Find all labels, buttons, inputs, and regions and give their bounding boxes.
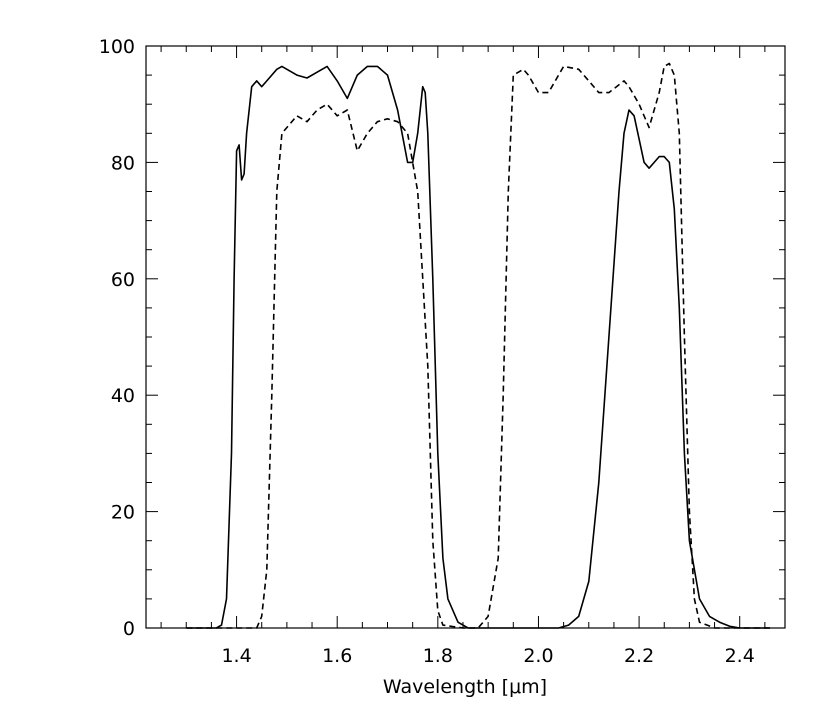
y-tick-label: 40	[111, 385, 135, 407]
x-tick-label: 1.4	[221, 645, 251, 667]
y-tick-label: 20	[111, 502, 135, 524]
x-tick-label: 2.4	[725, 645, 755, 667]
axis-ticks	[146, 45, 785, 629]
series-dashed-line	[186, 62, 770, 629]
x-tick-label: 1.8	[423, 645, 453, 667]
y-tick-label: 60	[111, 269, 135, 291]
x-tick-label: 2.2	[624, 645, 654, 667]
series-solid-line	[186, 65, 770, 629]
series-group	[186, 62, 770, 629]
x-tick-label: 1.6	[322, 645, 352, 667]
y-tick-label: 0	[123, 618, 135, 640]
x-tick-label: 2.0	[523, 645, 553, 667]
y-tick-label: 80	[111, 152, 135, 174]
x-axis-label: Wavelength [μm]	[383, 676, 547, 698]
y-tick-label: 100	[99, 36, 135, 58]
axis-tick-labels: 1.4 1.6 1.8 2.0 2.2 2.4 0 20 40 60 80 100	[99, 36, 755, 667]
